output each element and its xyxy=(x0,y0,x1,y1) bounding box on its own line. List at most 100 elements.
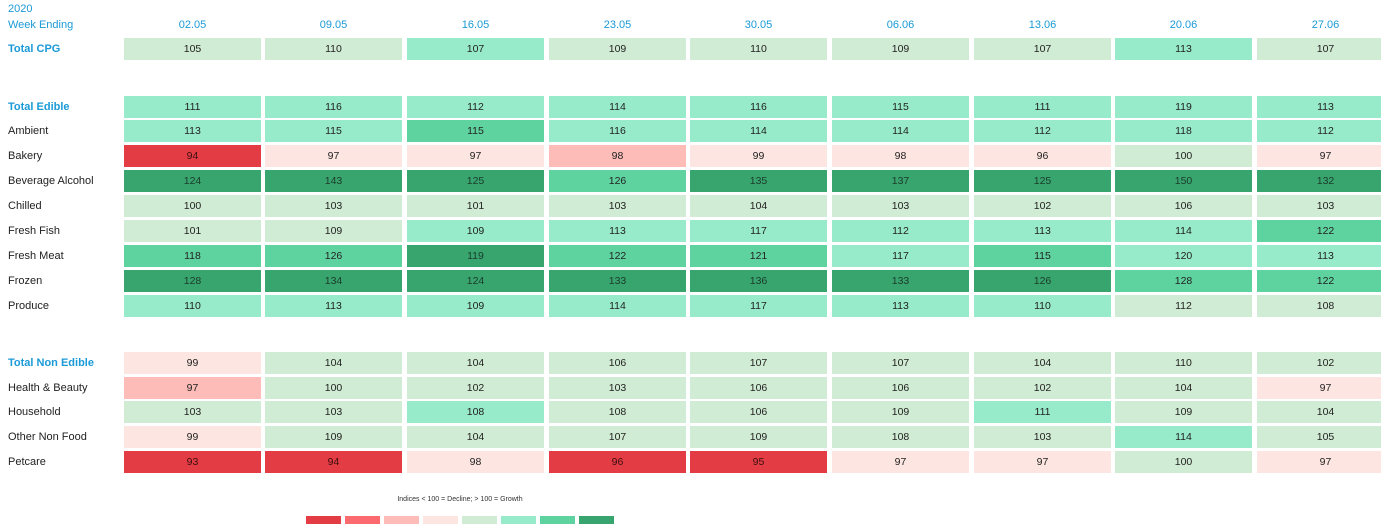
heatmap-cell: 98 xyxy=(407,451,544,473)
legend-note: Indices < 100 = Decline; > 100 = Growth xyxy=(397,496,523,503)
column-header: 30.05 xyxy=(744,19,773,31)
row-label: Beverage Alcohol xyxy=(8,175,94,187)
heatmap-cell: 107 xyxy=(974,38,1111,60)
heatmap-cell: 111 xyxy=(974,96,1111,118)
heatmap-cell: 105 xyxy=(124,38,261,60)
heatmap-cell: 122 xyxy=(1257,220,1381,242)
heatmap-cell: 100 xyxy=(1115,451,1252,473)
heatmap-cell: 115 xyxy=(832,96,969,118)
heatmap-cell: 150 xyxy=(1115,170,1252,192)
heatmap-cell: 114 xyxy=(1115,426,1252,448)
heatmap-cell: 103 xyxy=(1257,195,1381,217)
heatmap-cell: 94 xyxy=(265,451,402,473)
row-label: Chilled xyxy=(8,200,42,212)
year-label: 2020 xyxy=(8,3,33,15)
heatmap-cell: 114 xyxy=(690,120,827,142)
heatmap-cell: 103 xyxy=(265,195,402,217)
heatmap-cell: 93 xyxy=(124,451,261,473)
heatmap-cell: 102 xyxy=(974,195,1111,217)
column-header: 16.05 xyxy=(461,19,490,31)
column-header: 09.05 xyxy=(319,19,348,31)
heatmap-cell: 106 xyxy=(832,377,969,399)
heatmap-cell: 110 xyxy=(974,295,1111,317)
heatmap-cell: 125 xyxy=(407,170,544,192)
heatmap-cell: 100 xyxy=(265,377,402,399)
heatmap-cell: 100 xyxy=(1115,145,1252,167)
heatmap-cell: 104 xyxy=(407,352,544,374)
heatmap-cell: 97 xyxy=(832,451,969,473)
heatmap-cell: 96 xyxy=(974,145,1111,167)
heatmap-cell: 107 xyxy=(690,352,827,374)
heatmap-cell: 109 xyxy=(265,426,402,448)
row-label: Total CPG xyxy=(8,43,61,55)
heatmap-cell: 109 xyxy=(832,38,969,60)
heatmap-cell: 117 xyxy=(690,220,827,242)
heatmap-cell: 107 xyxy=(832,352,969,374)
heatmap-cell: 125 xyxy=(974,170,1111,192)
heatmap-cell: 112 xyxy=(974,120,1111,142)
heatmap-cell: 124 xyxy=(407,270,544,292)
heatmap-cell: 114 xyxy=(832,120,969,142)
column-header: 20.06 xyxy=(1169,19,1198,31)
column-header: 23.05 xyxy=(603,19,632,31)
heatmap-cell: 119 xyxy=(407,245,544,267)
heatmap-cell: 97 xyxy=(1257,145,1381,167)
week-ending-label: Week Ending xyxy=(8,19,74,31)
heatmap-cell: 97 xyxy=(407,145,544,167)
column-header: 06.06 xyxy=(886,19,915,31)
heatmap-cell: 116 xyxy=(549,120,686,142)
heatmap-cell: 117 xyxy=(690,295,827,317)
legend-swatch xyxy=(306,516,341,524)
heatmap-cell: 104 xyxy=(265,352,402,374)
row-label: Petcare xyxy=(8,456,46,468)
heatmap-cell: 106 xyxy=(1115,195,1252,217)
heatmap-cell: 107 xyxy=(549,426,686,448)
legend-swatch xyxy=(501,516,536,524)
heatmap-cell: 120 xyxy=(1115,245,1252,267)
heatmap-cell: 108 xyxy=(1257,295,1381,317)
heatmap-cell: 99 xyxy=(124,352,261,374)
row-label: Other Non Food xyxy=(8,431,87,443)
heatmap-cell: 109 xyxy=(690,426,827,448)
heatmap-cell: 101 xyxy=(407,195,544,217)
heatmap-cell: 112 xyxy=(407,96,544,118)
heatmap-cell: 118 xyxy=(1115,120,1252,142)
row-label: Fresh Meat xyxy=(8,250,64,262)
column-header: 02.05 xyxy=(178,19,207,31)
heatmap-cell: 101 xyxy=(124,220,261,242)
legend-swatch xyxy=(462,516,497,524)
heatmap-cell: 126 xyxy=(549,170,686,192)
heatmap-cell: 97 xyxy=(1257,377,1381,399)
heatmap-cell: 109 xyxy=(407,220,544,242)
heatmap-cell: 109 xyxy=(549,38,686,60)
heatmap-cell: 137 xyxy=(832,170,969,192)
heatmap-cell: 122 xyxy=(1257,270,1381,292)
heatmap-cell: 115 xyxy=(265,120,402,142)
heatmap-cell: 132 xyxy=(1257,170,1381,192)
heatmap-cell: 97 xyxy=(1257,451,1381,473)
heatmap-cell: 94 xyxy=(124,145,261,167)
heatmap-cell: 134 xyxy=(265,270,402,292)
heatmap-cell: 104 xyxy=(1257,401,1381,423)
heatmap-cell: 112 xyxy=(1115,295,1252,317)
heatmap-cell: 97 xyxy=(974,451,1111,473)
heatmap-cell: 113 xyxy=(974,220,1111,242)
heatmap-cell: 110 xyxy=(265,38,402,60)
heatmap-cell: 108 xyxy=(407,401,544,423)
heatmap-cell: 112 xyxy=(1257,120,1381,142)
row-label: Total Edible xyxy=(8,101,70,113)
heatmap-cell: 106 xyxy=(549,352,686,374)
heatmap-cell: 113 xyxy=(549,220,686,242)
heatmap-cell: 115 xyxy=(407,120,544,142)
heatmap-cell: 107 xyxy=(407,38,544,60)
heatmap-cell: 128 xyxy=(1115,270,1252,292)
heatmap-cell: 118 xyxy=(124,245,261,267)
row-label: Frozen xyxy=(8,275,43,287)
heatmap-cell: 103 xyxy=(549,195,686,217)
heatmap-cell: 133 xyxy=(832,270,969,292)
heatmap-cell: 114 xyxy=(1115,220,1252,242)
row-label: Ambient xyxy=(8,125,49,137)
heatmap-cell: 119 xyxy=(1115,96,1252,118)
row-label: Household xyxy=(8,406,61,418)
heatmap-cell: 109 xyxy=(1115,401,1252,423)
